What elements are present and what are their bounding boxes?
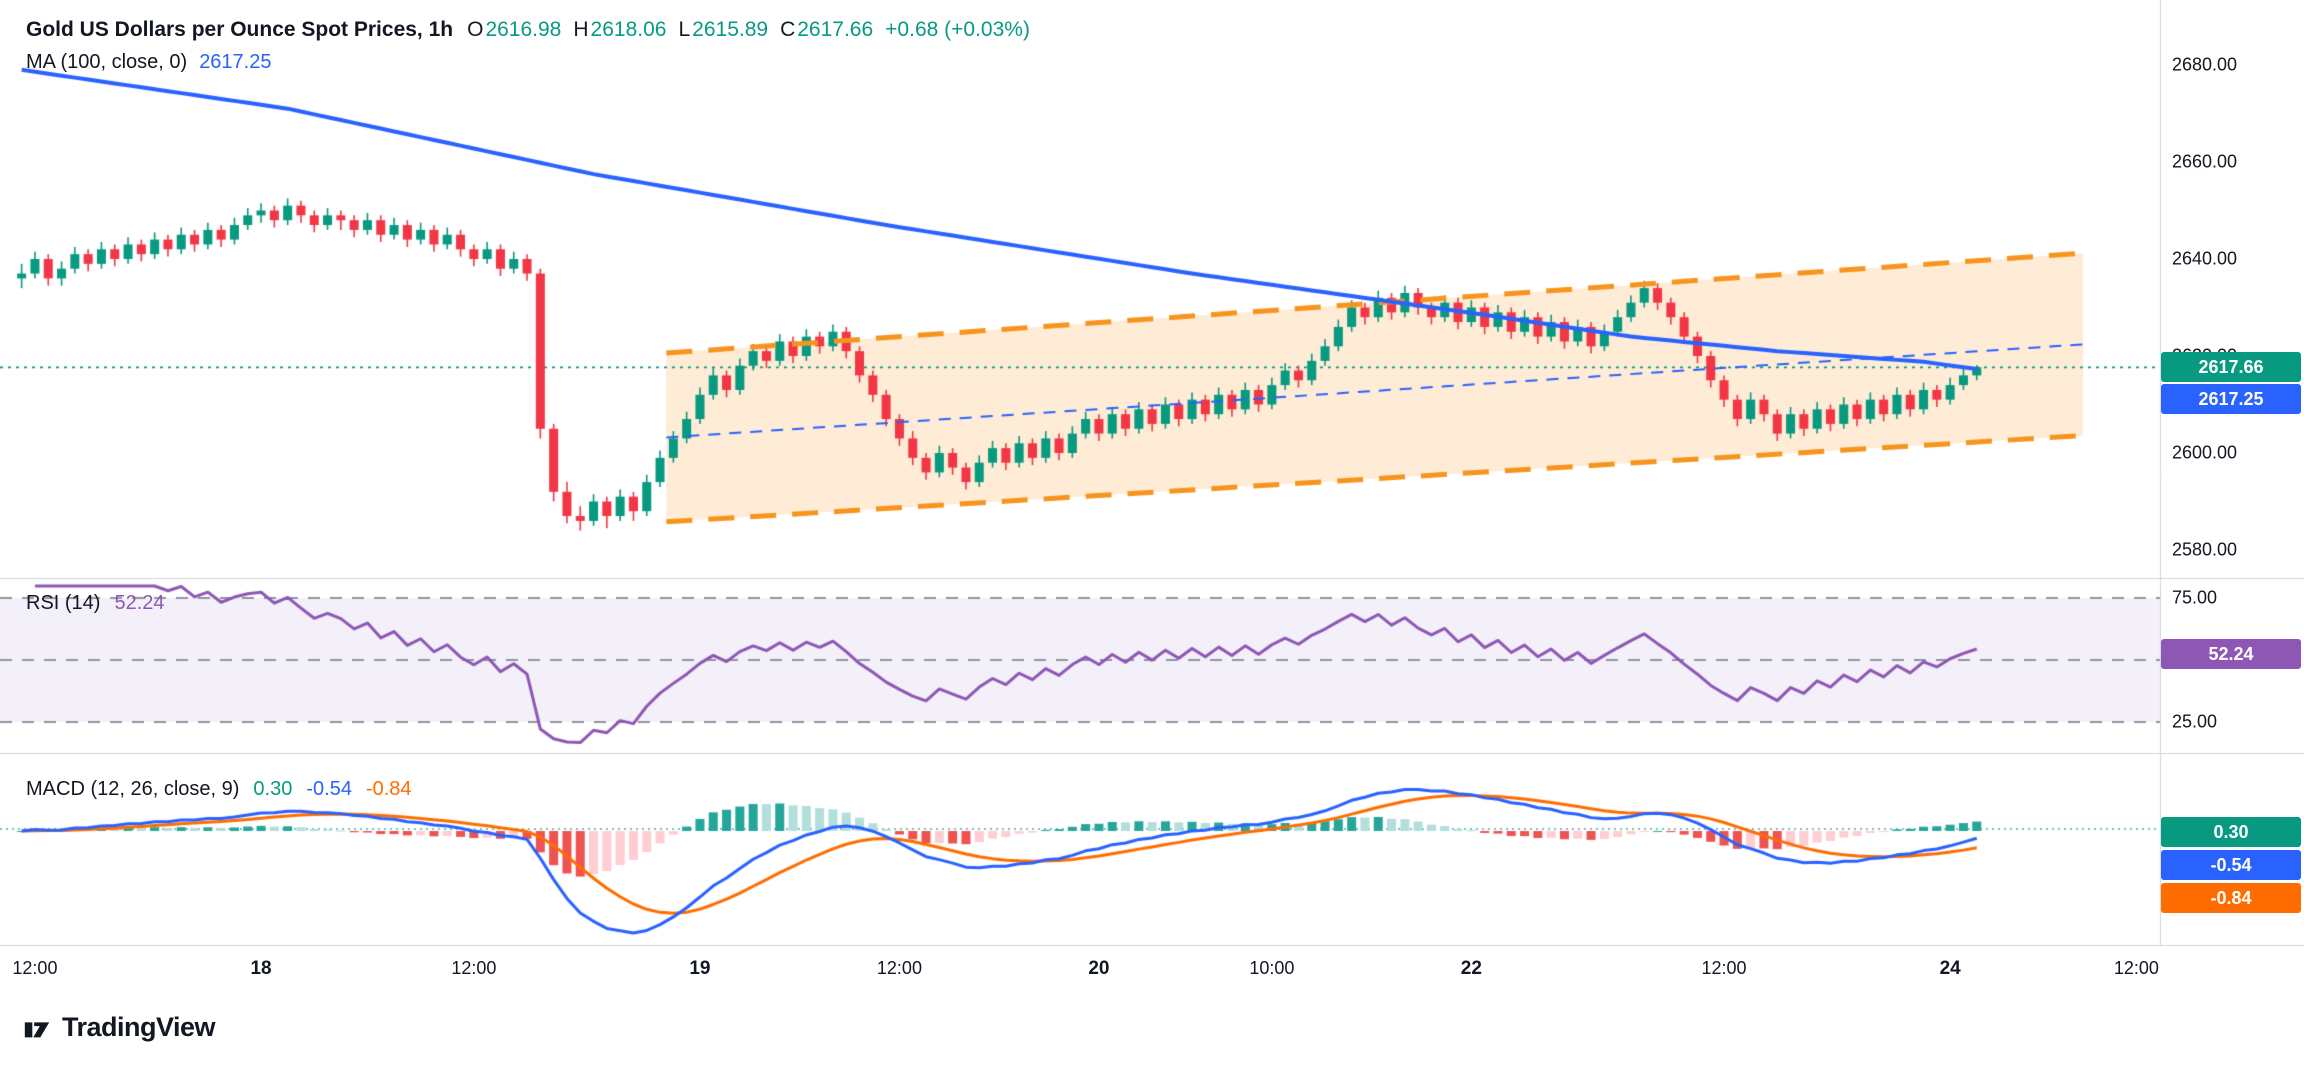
price-axis-label: 2600.00 — [2172, 442, 2238, 463]
price-axis-label: 2580.00 — [2172, 539, 2238, 560]
time-axis-label: 20 — [1088, 958, 1110, 979]
tradingview-logo-text: TradingView — [62, 1012, 216, 1042]
tradingview-logo[interactable]: TradingView — [22, 1012, 216, 1043]
ma-indicator-row: MA (100, close, 0) 2617.25 — [26, 51, 1030, 74]
ohlc-open: O2616.98 — [467, 18, 562, 41]
macd-line-value: -0.54 — [306, 778, 352, 800]
macd-hist-value: 0.30 — [253, 778, 293, 800]
time-axis-label: 12:00 — [2113, 958, 2159, 978]
time-axis-label: 22 — [1460, 958, 1482, 979]
ohlc-high: H2618.06 — [573, 18, 667, 41]
macd-signal-badge: -0.84 — [2161, 883, 2301, 913]
price-axis-label: 2680.00 — [2172, 54, 2238, 75]
ma-indicator-label[interactable]: MA (100, close, 0) — [26, 51, 188, 73]
macd-indicator-row: MACD (12, 26, close, 9) 0.30 -0.54 -0.84 — [26, 778, 412, 801]
price-change: +0.68 (+0.03%) — [885, 18, 1030, 41]
price-axis-label: 2660.00 — [2172, 151, 2238, 172]
symbol-title[interactable]: Gold US Dollars per Ounce Spot Prices, 1… — [26, 18, 454, 41]
close-value: 2617.66 — [797, 18, 874, 41]
rsi-indicator-label[interactable]: RSI (14) — [26, 592, 101, 614]
rsi-indicator-value: 52.24 — [114, 592, 165, 614]
time-axis-label: 12:00 — [876, 958, 922, 978]
time-axis-label: 24 — [1939, 958, 1961, 979]
time-axis-label: 12:00 — [451, 958, 497, 978]
ma-price-badge: 2617.25 — [2161, 384, 2301, 414]
rsi-axis-label: 25.00 — [2172, 711, 2218, 732]
macd-hist-badge: 0.30 — [2161, 817, 2301, 847]
time-axis-label: 12:00 — [12, 958, 58, 978]
ohlc-close: C2617.66 — [780, 18, 874, 41]
symbol-header: Gold US Dollars per Ounce Spot Prices, 1… — [26, 18, 1030, 74]
macd-signal-value: -0.84 — [365, 778, 412, 800]
macd-line-badge: -0.54 — [2161, 850, 2301, 880]
time-axis-label: 19 — [689, 958, 711, 979]
rsi-indicator-row: RSI (14) 52.24 — [26, 592, 165, 615]
time-axis-label: 10:00 — [1249, 958, 1295, 978]
time-axis-label: 18 — [250, 958, 272, 979]
rsi-axis-label: 75.00 — [2172, 587, 2218, 608]
ohlc-row: Gold US Dollars per Ounce Spot Prices, 1… — [26, 18, 1030, 42]
low-value: 2615.89 — [692, 18, 769, 41]
current-price-badge: 2617.66 — [2161, 352, 2301, 382]
rsi-value-badge: 52.24 — [2161, 639, 2301, 669]
macd-indicator-label[interactable]: MACD (12, 26, close, 9) — [26, 778, 240, 800]
open-value: 2616.98 — [485, 18, 562, 41]
tradingview-logo-icon — [22, 1013, 52, 1043]
ma-indicator-value: 2617.25 — [199, 51, 272, 73]
price-axis-label: 2640.00 — [2172, 248, 2238, 269]
high-value: 2618.06 — [590, 18, 667, 41]
time-axis-label: 12:00 — [1701, 958, 1747, 978]
ohlc-low: L2615.89 — [678, 18, 769, 41]
